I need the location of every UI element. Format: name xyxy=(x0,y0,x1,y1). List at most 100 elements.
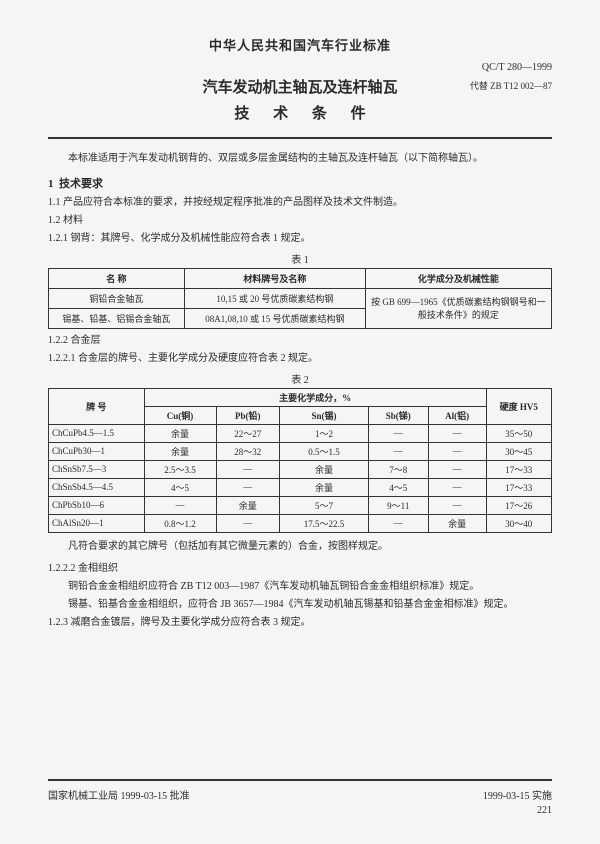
t2-cell: 17～33 xyxy=(486,478,551,496)
t1-h2: 材料牌号及名称 xyxy=(184,268,365,288)
t1-r2c1: 锡基、铅基、铝锡合金轴瓦 xyxy=(49,308,185,328)
doc-code-row: QC/T 280—1999 xyxy=(48,62,552,73)
footer-divider xyxy=(48,779,552,781)
main-title-row: 汽车发动机主轴瓦及连杆轴瓦 代替 ZB T12 002—87 xyxy=(48,77,552,100)
t2-cell: 余量 xyxy=(144,442,216,460)
t2-cell: — xyxy=(216,514,280,532)
t2-cell: 28～32 xyxy=(216,442,280,460)
clause-1-2-2-1: 1.2.2.1 合金层的牌号、主要化学成分及硬度应符合表 2 规定。 xyxy=(48,351,552,367)
t2-h-brand: 牌 号 xyxy=(49,388,145,424)
table-row: ChCuPb30—1余量28～320.5～1.5——30～45 xyxy=(49,442,552,460)
clause-1-2-2: 1.2.2 合金层 xyxy=(48,333,552,349)
table-2: 牌 号 主要化学成分，% 硬度 HV5 Cu(铜) Pb(铅) Sn(锡) Sb… xyxy=(48,388,552,533)
t2-cell: 4～5 xyxy=(144,478,216,496)
page-number: 221 xyxy=(48,805,552,816)
t2-cell: — xyxy=(428,478,486,496)
t2-cell: 17～33 xyxy=(486,460,551,478)
t2-cell: 30～45 xyxy=(486,442,551,460)
t1-r2c2: 08A1,08,10 或 15 号优质碳素结构钢 xyxy=(184,308,365,328)
t2-cell: 余量 xyxy=(428,514,486,532)
t1-r1c1: 铜铅合金轴瓦 xyxy=(49,288,185,308)
t2-cell: — xyxy=(144,496,216,514)
t2-cell: 17.5～22.5 xyxy=(280,514,369,532)
header: 中华人民共和国汽车行业标准 xyxy=(48,35,552,54)
t2-cell: 30～40 xyxy=(486,514,551,532)
clause-1-2-2-2: 1.2.2.2 金相组织 xyxy=(48,561,552,577)
section-1: 1 技术要求 xyxy=(48,175,552,191)
table-row: ChPbSb10—6—余量5～79～11—17～26 xyxy=(49,496,552,514)
table-row: ChSnSb7.5—32.5～3.5—余量7～8—17～33 xyxy=(49,460,552,478)
section-1-num: 1 xyxy=(48,178,54,190)
t2-cell: ChSnSb4.5—4.5 xyxy=(49,478,145,496)
t2-cell: 17～26 xyxy=(486,496,551,514)
t2-sub-sb: Sb(锑) xyxy=(368,406,428,424)
t2-cell: 余量 xyxy=(144,424,216,442)
t2-cell: 余量 xyxy=(280,478,369,496)
doc-code: QC/T 280—1999 xyxy=(482,62,552,73)
t2-cell: 35～50 xyxy=(486,424,551,442)
t2-cell: — xyxy=(216,478,280,496)
t2-h-hard: 硬度 HV5 xyxy=(486,388,551,424)
t2-cell: 余量 xyxy=(216,496,280,514)
t2-cell: 2.5～3.5 xyxy=(144,460,216,478)
t2-cell: 22～27 xyxy=(216,424,280,442)
t2-cell: 9～11 xyxy=(368,496,428,514)
t2-cell: 0.8～1.2 xyxy=(144,514,216,532)
clause-1-2-2-2-a: 铜铅合金金相组织应符合 ZB T12 003—1987《汽车发动机轴瓦铜铅合金金… xyxy=(48,579,552,595)
t2-cell: 5～7 xyxy=(280,496,369,514)
t2-cell: 4～5 xyxy=(368,478,428,496)
intro-text: 本标准适用于汽车发动机钢背的、双层或多层金属结构的主轴瓦及连杆轴瓦（以下简称轴瓦… xyxy=(48,151,552,167)
authority-title: 中华人民共和国汽车行业标准 xyxy=(48,35,552,54)
t2-cell: — xyxy=(368,442,428,460)
t2-sub-sn: Sn(锡) xyxy=(280,406,369,424)
t2-cell: — xyxy=(428,442,486,460)
table2-label: 表 2 xyxy=(48,371,552,386)
t2-cell: ChCuPb30—1 xyxy=(49,442,145,460)
t2-cell: — xyxy=(368,514,428,532)
t2-h-chem: 主要化学成分，% xyxy=(144,388,486,406)
t2-cell: 7～8 xyxy=(368,460,428,478)
clause-1-1: 1.1 产品应符合本标准的要求，并按经规定程序批准的产品图样及技术文件制造。 xyxy=(48,195,552,211)
t2-cell: — xyxy=(216,460,280,478)
t2-cell: — xyxy=(428,496,486,514)
table-row: 名 称 材料牌号及名称 化学成分及机械性能 xyxy=(49,268,552,288)
t2-cell: 1～2 xyxy=(280,424,369,442)
footer-row: 国家机械工业局 1999-03-15 批准 1999-03-15 实施 xyxy=(48,787,552,802)
t2-cell: ChCuPb4.5—1.5 xyxy=(49,424,145,442)
t2-cell: — xyxy=(428,460,486,478)
table-row: ChAlSn20—10.8～1.2—17.5～22.5—余量30～40 xyxy=(49,514,552,532)
replaces: 代替 ZB T12 002—87 xyxy=(470,79,552,92)
footer-left: 国家机械工业局 1999-03-15 批准 xyxy=(48,787,190,802)
main-title: 汽车发动机主轴瓦及连杆轴瓦 xyxy=(202,77,397,100)
t2-cell: — xyxy=(368,424,428,442)
table-row: 铜铅合金轴瓦 10,15 或 20 号优质碳素结构钢 按 GB 699—1965… xyxy=(49,288,552,308)
table-1: 名 称 材料牌号及名称 化学成分及机械性能 铜铅合金轴瓦 10,15 或 20 … xyxy=(48,268,552,329)
t1-h1: 名 称 xyxy=(49,268,185,288)
t1-h3: 化学成分及机械性能 xyxy=(365,268,551,288)
section-1-title: 技术要求 xyxy=(59,178,103,190)
t2-cell: 0.5～1.5 xyxy=(280,442,369,460)
clause-1-2: 1.2 材料 xyxy=(48,213,552,229)
t2-cell: ChSnSb7.5—3 xyxy=(49,460,145,478)
footer-right: 1999-03-15 实施 xyxy=(483,787,552,802)
t2-cell: ChPbSb10—6 xyxy=(49,496,145,514)
t2-sub-pb: Pb(铅) xyxy=(216,406,280,424)
t2-sub-al: Al(铝) xyxy=(428,406,486,424)
clause-1-2-2-2-b: 锡基、铅基合金金相组织，应符合 JB 3657—1984《汽车发动机轴瓦锡基和铅… xyxy=(48,597,552,613)
table-row: 牌 号 主要化学成分，% 硬度 HV5 xyxy=(49,388,552,406)
t2-cell: — xyxy=(428,424,486,442)
footer: 国家机械工业局 1999-03-15 批准 1999-03-15 实施 221 xyxy=(48,779,552,816)
table-row: ChSnSb4.5—4.54～5—余量4～5—17～33 xyxy=(49,478,552,496)
t2-cell: ChAlSn20—1 xyxy=(49,514,145,532)
divider xyxy=(48,137,552,139)
note-after-t2: 凡符合要求的其它牌号（包括加有其它微量元素的）合金，按图样规定。 xyxy=(48,539,552,555)
subtitle: 技 术 条 件 xyxy=(48,102,562,123)
table-row: ChCuPb4.5—1.5余量22～271～2——35～50 xyxy=(49,424,552,442)
clause-1-2-1: 1.2.1 钢背：其牌号、化学成分及机械性能应符合表 1 规定。 xyxy=(48,231,552,247)
t1-r1c2: 10,15 或 20 号优质碳素结构钢 xyxy=(184,288,365,308)
t2-sub-cu: Cu(铜) xyxy=(144,406,216,424)
t2-cell: 余量 xyxy=(280,460,369,478)
clause-1-2-3: 1.2.3 减磨合金镀层，牌号及主要化学成分应符合表 3 规定。 xyxy=(48,615,552,631)
table1-label: 表 1 xyxy=(48,251,552,266)
t1-r12c3: 按 GB 699—1965《优质碳素结构钢钢号和一般技术条件》的规定 xyxy=(365,288,551,328)
